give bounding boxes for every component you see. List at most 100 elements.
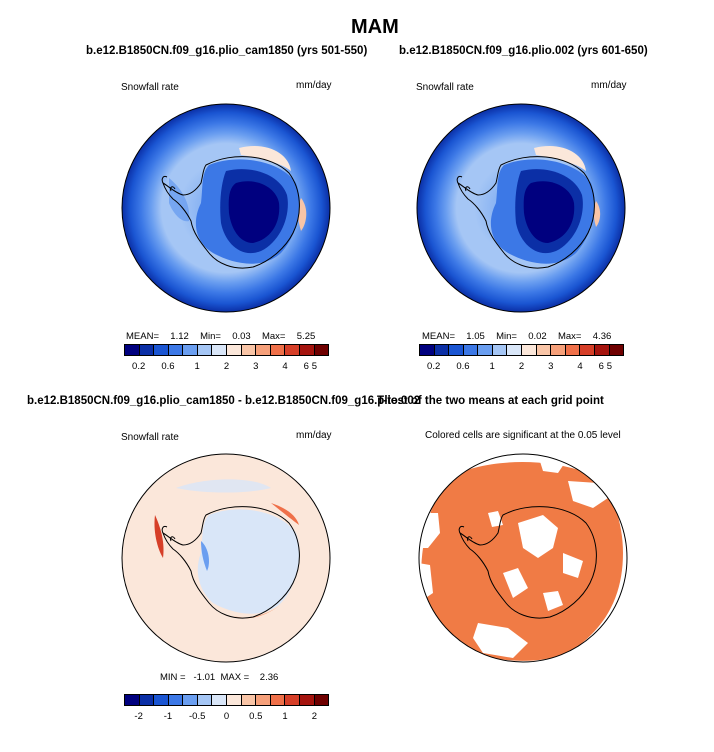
panel-2-units-label: mm/day [591,80,627,91]
colorbar-cell [270,695,286,705]
colorbar-tick-label: 2 [518,361,525,372]
colorbar-tick-label: 0.5 [249,711,263,722]
colorbar-cell [314,345,329,355]
panel-3-stats: MIN = -1.01 MAX = 2.36 [160,672,279,683]
colorbar-cell [434,345,450,355]
colorbar-cell [449,345,464,355]
colorbar-cell [256,345,271,355]
min-value: 0.03 [232,331,251,342]
mean-label: MEAN= [422,331,455,342]
colorbar-cell [314,695,329,705]
colorbar-tick-label: 2 [223,361,230,372]
colorbar-panel-2 [419,344,624,356]
colorbar-cell [168,695,184,705]
panel-2-title: b.e12.B1850CN.f09_g16.plio.002 (yrs 601-… [399,45,648,57]
max-label: Max= [557,331,582,342]
map-panel-3 [121,453,331,663]
colorbar-cell [522,345,537,355]
antarctica-coastline [162,156,300,269]
colorbar-cell [227,345,242,355]
map-panel-1 [121,103,331,313]
colorbar-cell [139,345,155,355]
max-value: 5.25 [296,331,316,342]
colorbar-cell [256,695,271,705]
colorbar-3-ticks: -2 -1 -0.5 0 0.5 1 2 [124,711,329,725]
panel-2-variable-label: Snowfall rate [416,82,474,93]
colorbar-cell [154,345,169,355]
colorbar-tick-label: 5 [606,361,612,372]
colorbar-cell [168,345,184,355]
colorbar-cell [125,695,140,705]
panel-1-title: b.e12.B1850CN.f09_g16.plio_cam1850 (yrs … [86,45,368,57]
antarctica-coastline [162,506,300,619]
colorbar-cell [241,695,257,705]
colorbar-cell [478,345,493,355]
colorbar-tick-label: 1 [489,361,495,372]
panel-3-units-label: mm/day [296,430,332,441]
panel-4-title: T-test of the two means at each grid poi… [377,395,604,407]
colorbar-tick-label: 4 [282,361,288,372]
colorbar-tick-label: 4 [577,361,583,372]
map-panel-4 [418,453,628,663]
colorbar-cell [197,345,213,355]
mean-value: 1.05 [466,331,485,342]
colorbar-tick-label: 1 [194,361,200,372]
antarctica-coastline [459,506,597,619]
colorbar-tick-label: 0.6 [161,361,175,372]
colorbar-cell [212,345,228,355]
colorbar-cell [212,695,228,705]
colorbar-cell [183,695,198,705]
panel-1-stats: MEAN= 1.12 Min= 0.03 Max= 5.25 [126,331,336,342]
colorbar-cell [565,345,581,355]
max-label: Max= [261,331,286,342]
map-panel-2 [416,103,626,313]
page-title: MAM [351,16,399,38]
panel-3-variable-label: Snowfall rate [121,432,179,443]
colorbar-cell [183,345,198,355]
colorbar-cell [241,345,257,355]
colorbar-cell [609,345,624,355]
colorbar-tick-label: 3 [548,361,554,372]
colorbar-tick-label: 6 [598,361,604,372]
antarctica-coastline [457,156,595,269]
colorbar-cell [594,345,610,355]
panel-1-variable-label: Snowfall rate [121,82,179,93]
colorbar-cell [227,695,242,705]
colorbar-tick-label: -2 [134,711,143,722]
colorbar-cell [420,345,435,355]
colorbar-2-ticks: 0.2 0.6 1 2 3 4 5 6 [419,361,624,375]
min-value: 0.02 [528,331,547,342]
colorbar-cell [125,345,140,355]
min-label: Min= [200,331,221,342]
colorbar-panel-1 [124,344,329,356]
colorbar-tick-label: 3 [253,361,259,372]
colorbar-tick-label: 0.2 [427,361,441,372]
colorbar-cell [154,695,169,705]
panel-1-units-label: mm/day [296,80,332,91]
max-value: 4.36 [592,331,612,342]
colorbar-cell [551,345,566,355]
colorbar-cell [299,695,315,705]
colorbar-tick-label: -0.5 [189,711,206,722]
colorbar-cell [299,345,315,355]
colorbar-tick-label: 6 [303,361,309,372]
panel-4-subtitle: Colored cells are significant at the 0.0… [425,430,621,441]
colorbar-panel-3 [124,694,329,706]
colorbar-tick-label: 1 [282,711,288,722]
colorbar-cell [492,345,508,355]
colorbar-tick-label: 5 [311,361,317,372]
colorbar-cell [285,345,300,355]
colorbar-tick-label: 2 [311,711,317,722]
colorbar-cell [580,345,595,355]
colorbar-tick-label: 0.6 [456,361,470,372]
colorbar-tick-label: 0.2 [132,361,146,372]
colorbar-cell [507,345,523,355]
colorbar-tick-label: -1 [163,711,173,722]
panel-2-stats: MEAN= 1.05 Min= 0.02 Max= 4.36 [422,331,632,342]
colorbar-tick-label: 0 [223,711,230,722]
colorbar-1-ticks: 0.2 0.6 1 2 3 4 5 6 [124,361,329,375]
colorbar-cell [463,345,479,355]
colorbar-cell [139,695,155,705]
colorbar-cell [270,345,286,355]
mean-label: MEAN= [126,331,159,342]
